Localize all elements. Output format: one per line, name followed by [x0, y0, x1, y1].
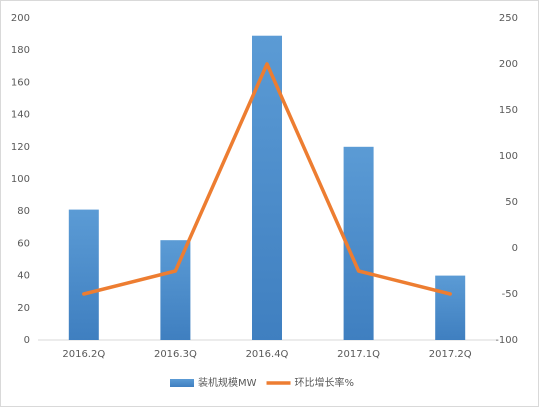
- y2-tick-label: 100: [499, 151, 518, 162]
- y2-tick-label: 0: [512, 243, 518, 254]
- y2-tick-label: 150: [499, 105, 518, 116]
- x-tick-label: 2017.2Q: [429, 349, 472, 360]
- y-tick-label: 120: [11, 142, 30, 153]
- x-tick-label: 2017.1Q: [337, 349, 380, 360]
- y-tick-label: 80: [17, 206, 30, 217]
- legend-label: 装机规模MW: [198, 376, 257, 389]
- y-tick-label: 140: [11, 110, 30, 121]
- y2-tick-label: -50: [502, 289, 518, 300]
- bar: [252, 35, 282, 341]
- y2-tick-label: -100: [495, 335, 518, 346]
- y-tick-label: 200: [11, 13, 30, 24]
- x-tick-label: 2016.2Q: [62, 349, 105, 360]
- y2-tick-label: 50: [505, 197, 518, 208]
- y-tick-label: 180: [11, 45, 30, 56]
- y2-tick-label: 200: [499, 59, 518, 70]
- line: [82, 62, 452, 296]
- y-tick-label: 60: [17, 238, 30, 249]
- y-tick-label: 20: [17, 303, 30, 314]
- x-tick-label: 2016.3Q: [154, 349, 197, 360]
- y-tick-label: 0: [24, 335, 30, 346]
- legend-swatch: [170, 379, 194, 387]
- bar: [68, 209, 99, 340]
- y-tick-label: 100: [11, 174, 30, 185]
- x-tick-label: 2016.4Q: [246, 349, 289, 360]
- bar: [343, 146, 374, 340]
- y-tick-label: 40: [17, 271, 30, 282]
- y2-tick-label: 250: [499, 13, 518, 24]
- y-tick-label: 160: [11, 77, 30, 88]
- bar: [160, 240, 191, 340]
- bar: [435, 275, 466, 340]
- legend-label: 环比增长率%: [295, 376, 355, 389]
